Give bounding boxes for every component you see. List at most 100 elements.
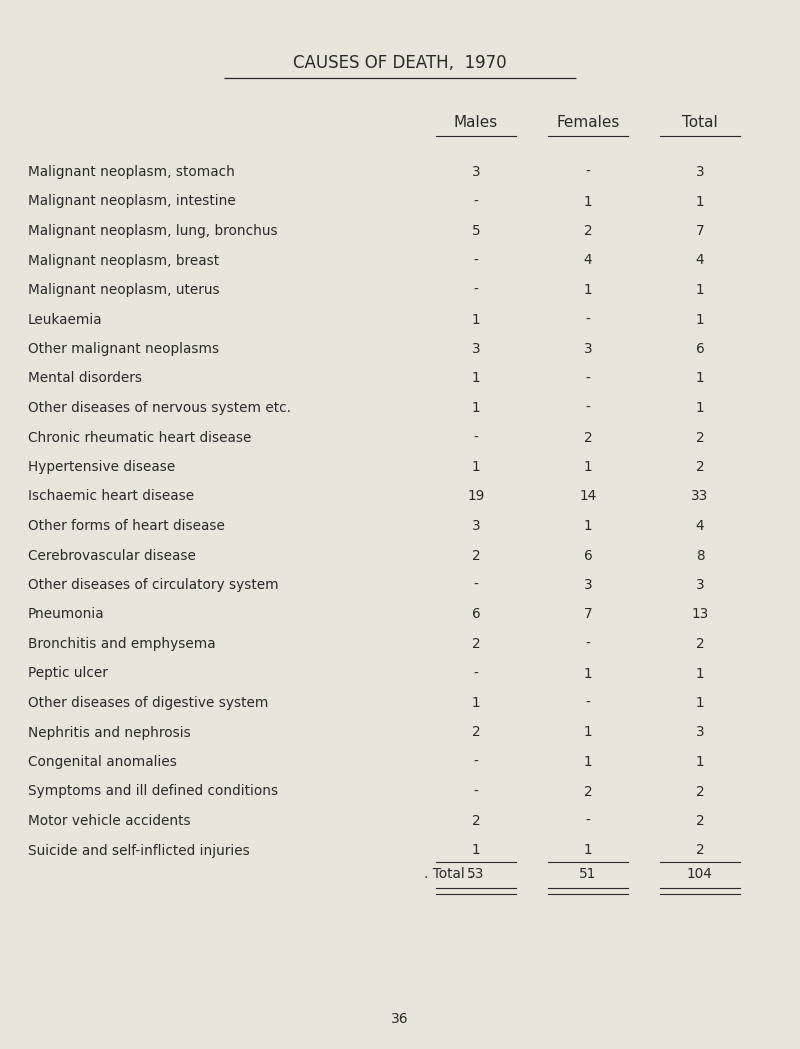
Text: Malignant neoplasm, stomach: Malignant neoplasm, stomach xyxy=(28,165,235,179)
Text: Other malignant neoplasms: Other malignant neoplasms xyxy=(28,342,219,356)
Text: Other diseases of digestive system: Other diseases of digestive system xyxy=(28,695,268,710)
Text: 8: 8 xyxy=(696,549,704,562)
Text: 1: 1 xyxy=(472,313,480,326)
Text: -: - xyxy=(474,194,478,209)
Text: . Total .: . Total . xyxy=(424,868,474,881)
Text: 1: 1 xyxy=(584,194,592,209)
Text: 3: 3 xyxy=(584,578,592,592)
Text: 7: 7 xyxy=(584,607,592,621)
Text: 1: 1 xyxy=(696,401,704,415)
Text: 2: 2 xyxy=(696,785,704,798)
Text: 1: 1 xyxy=(584,755,592,769)
Text: 2: 2 xyxy=(472,549,480,562)
Text: 4: 4 xyxy=(696,254,704,267)
Text: -: - xyxy=(474,283,478,297)
Text: 2: 2 xyxy=(696,637,704,651)
Text: 2: 2 xyxy=(472,814,480,828)
Text: Symptoms and ill defined conditions: Symptoms and ill defined conditions xyxy=(28,785,278,798)
Text: 1: 1 xyxy=(472,695,480,710)
Text: Other diseases of nervous system etc.: Other diseases of nervous system etc. xyxy=(28,401,291,415)
Text: 1: 1 xyxy=(696,313,704,326)
Text: Leukaemia: Leukaemia xyxy=(28,313,102,326)
Text: Congenital anomalies: Congenital anomalies xyxy=(28,755,177,769)
Text: 1: 1 xyxy=(696,371,704,385)
Text: Malignant neoplasm, uterus: Malignant neoplasm, uterus xyxy=(28,283,220,297)
Text: Other forms of heart disease: Other forms of heart disease xyxy=(28,519,225,533)
Text: -: - xyxy=(474,785,478,798)
Text: 33: 33 xyxy=(691,490,709,504)
Text: 6: 6 xyxy=(472,607,480,621)
Text: 1: 1 xyxy=(472,371,480,385)
Text: 3: 3 xyxy=(472,165,480,179)
Text: -: - xyxy=(586,371,590,385)
Text: -: - xyxy=(586,637,590,651)
Text: 4: 4 xyxy=(584,254,592,267)
Text: Males: Males xyxy=(454,115,498,130)
Text: Pneumonia: Pneumonia xyxy=(28,607,105,621)
Text: -: - xyxy=(586,165,590,179)
Text: Suicide and self-inflicted injuries: Suicide and self-inflicted injuries xyxy=(28,843,250,857)
Text: 3: 3 xyxy=(696,165,704,179)
Text: Other diseases of circulatory system: Other diseases of circulatory system xyxy=(28,578,278,592)
Text: -: - xyxy=(474,755,478,769)
Text: 104: 104 xyxy=(687,868,713,881)
Text: 14: 14 xyxy=(579,490,597,504)
Text: 3: 3 xyxy=(472,519,480,533)
Text: 1: 1 xyxy=(584,461,592,474)
Text: Nephritis and nephrosis: Nephritis and nephrosis xyxy=(28,726,190,740)
Text: -: - xyxy=(474,430,478,445)
Text: 51: 51 xyxy=(579,868,597,881)
Text: Ischaemic heart disease: Ischaemic heart disease xyxy=(28,490,194,504)
Text: 2: 2 xyxy=(696,430,704,445)
Text: 2: 2 xyxy=(584,785,592,798)
Text: 1: 1 xyxy=(472,401,480,415)
Text: 1: 1 xyxy=(696,695,704,710)
Text: Total: Total xyxy=(682,115,718,130)
Text: 1: 1 xyxy=(696,755,704,769)
Text: 3: 3 xyxy=(696,578,704,592)
Text: 6: 6 xyxy=(696,342,704,356)
Text: 2: 2 xyxy=(584,224,592,238)
Text: Females: Females xyxy=(556,115,620,130)
Text: 1: 1 xyxy=(584,726,592,740)
Text: -: - xyxy=(586,814,590,828)
Text: -: - xyxy=(474,578,478,592)
Text: Malignant neoplasm, lung, bronchus: Malignant neoplasm, lung, bronchus xyxy=(28,224,278,238)
Text: Peptic ulcer: Peptic ulcer xyxy=(28,666,108,681)
Text: 1: 1 xyxy=(696,194,704,209)
Text: 2: 2 xyxy=(584,430,592,445)
Text: 5: 5 xyxy=(472,224,480,238)
Text: 13: 13 xyxy=(691,607,709,621)
Text: 7: 7 xyxy=(696,224,704,238)
Text: 1: 1 xyxy=(584,843,592,857)
Text: Hypertensive disease: Hypertensive disease xyxy=(28,461,175,474)
Text: 2: 2 xyxy=(472,637,480,651)
Text: 6: 6 xyxy=(584,549,592,562)
Text: 1: 1 xyxy=(584,666,592,681)
Text: 1: 1 xyxy=(584,283,592,297)
Text: 2: 2 xyxy=(696,814,704,828)
Text: Chronic rheumatic heart disease: Chronic rheumatic heart disease xyxy=(28,430,251,445)
Text: 53: 53 xyxy=(467,868,485,881)
Text: Malignant neoplasm, breast: Malignant neoplasm, breast xyxy=(28,254,219,267)
Text: 1: 1 xyxy=(696,666,704,681)
Text: 2: 2 xyxy=(472,726,480,740)
Text: 1: 1 xyxy=(584,519,592,533)
Text: 4: 4 xyxy=(696,519,704,533)
Text: Bronchitis and emphysema: Bronchitis and emphysema xyxy=(28,637,216,651)
Text: 2: 2 xyxy=(696,461,704,474)
Text: -: - xyxy=(586,313,590,326)
Text: 1: 1 xyxy=(472,461,480,474)
Text: 3: 3 xyxy=(472,342,480,356)
Text: Motor vehicle accidents: Motor vehicle accidents xyxy=(28,814,190,828)
Text: Cerebrovascular disease: Cerebrovascular disease xyxy=(28,549,196,562)
Text: -: - xyxy=(586,695,590,710)
Text: Mental disorders: Mental disorders xyxy=(28,371,142,385)
Text: 36: 36 xyxy=(391,1012,409,1026)
Text: -: - xyxy=(586,401,590,415)
Text: 3: 3 xyxy=(584,342,592,356)
Text: -: - xyxy=(474,254,478,267)
Text: 1: 1 xyxy=(472,843,480,857)
Text: CAUSES OF DEATH,  1970: CAUSES OF DEATH, 1970 xyxy=(293,53,507,72)
Text: -: - xyxy=(474,666,478,681)
